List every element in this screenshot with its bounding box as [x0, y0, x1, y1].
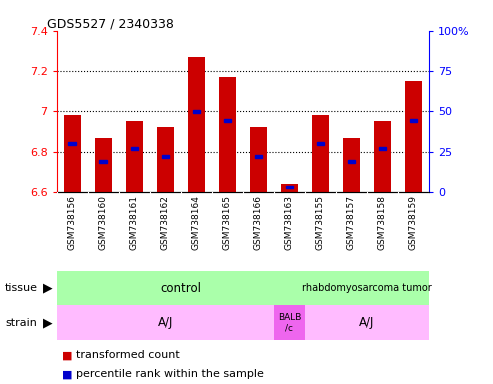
- Bar: [95, 137, 112, 192]
- Text: A/J: A/J: [359, 316, 375, 329]
- Bar: [69, 142, 76, 145]
- Bar: [305, 271, 429, 305]
- Bar: [131, 147, 138, 150]
- Text: A/J: A/J: [158, 316, 173, 329]
- Text: GSM738155: GSM738155: [316, 195, 325, 250]
- Bar: [305, 305, 429, 340]
- Bar: [162, 155, 169, 158]
- Text: GSM738164: GSM738164: [192, 195, 201, 250]
- Text: percentile rank within the sample: percentile rank within the sample: [76, 369, 264, 379]
- Text: tissue: tissue: [5, 283, 38, 293]
- Text: GSM738158: GSM738158: [378, 195, 387, 250]
- Bar: [343, 137, 360, 192]
- Bar: [379, 147, 386, 150]
- Bar: [410, 119, 417, 122]
- Bar: [64, 115, 81, 192]
- Bar: [374, 121, 391, 192]
- Bar: [223, 119, 231, 122]
- Bar: [57, 305, 274, 340]
- Bar: [57, 271, 305, 305]
- Bar: [405, 81, 422, 192]
- Text: GSM738162: GSM738162: [161, 195, 170, 250]
- Bar: [100, 160, 107, 162]
- Bar: [126, 121, 143, 192]
- Text: GSM738163: GSM738163: [285, 195, 294, 250]
- Text: transformed count: transformed count: [76, 350, 180, 360]
- Bar: [281, 184, 298, 192]
- Text: ▶: ▶: [43, 281, 53, 295]
- Bar: [219, 77, 236, 192]
- Text: GSM738159: GSM738159: [409, 195, 418, 250]
- Text: ▶: ▶: [43, 316, 53, 329]
- Text: BALB
/c: BALB /c: [278, 313, 301, 332]
- Text: GDS5527 / 2340338: GDS5527 / 2340338: [47, 17, 174, 30]
- Bar: [312, 115, 329, 192]
- Bar: [348, 160, 355, 162]
- Bar: [157, 127, 174, 192]
- Bar: [285, 185, 293, 189]
- Text: strain: strain: [5, 318, 37, 328]
- Text: GSM738157: GSM738157: [347, 195, 356, 250]
- Bar: [274, 305, 305, 340]
- Text: GSM738166: GSM738166: [254, 195, 263, 250]
- Text: GSM738156: GSM738156: [68, 195, 77, 250]
- Bar: [193, 110, 200, 113]
- Text: ■: ■: [62, 369, 72, 379]
- Text: ■: ■: [62, 350, 72, 360]
- Text: control: control: [160, 281, 201, 295]
- Text: GSM738161: GSM738161: [130, 195, 139, 250]
- Text: GSM738165: GSM738165: [223, 195, 232, 250]
- Bar: [254, 155, 262, 158]
- Text: GSM738160: GSM738160: [99, 195, 108, 250]
- Bar: [188, 57, 205, 192]
- Bar: [317, 142, 324, 145]
- Text: rhabdomyosarcoma tumor: rhabdomyosarcoma tumor: [302, 283, 432, 293]
- Bar: [250, 127, 267, 192]
